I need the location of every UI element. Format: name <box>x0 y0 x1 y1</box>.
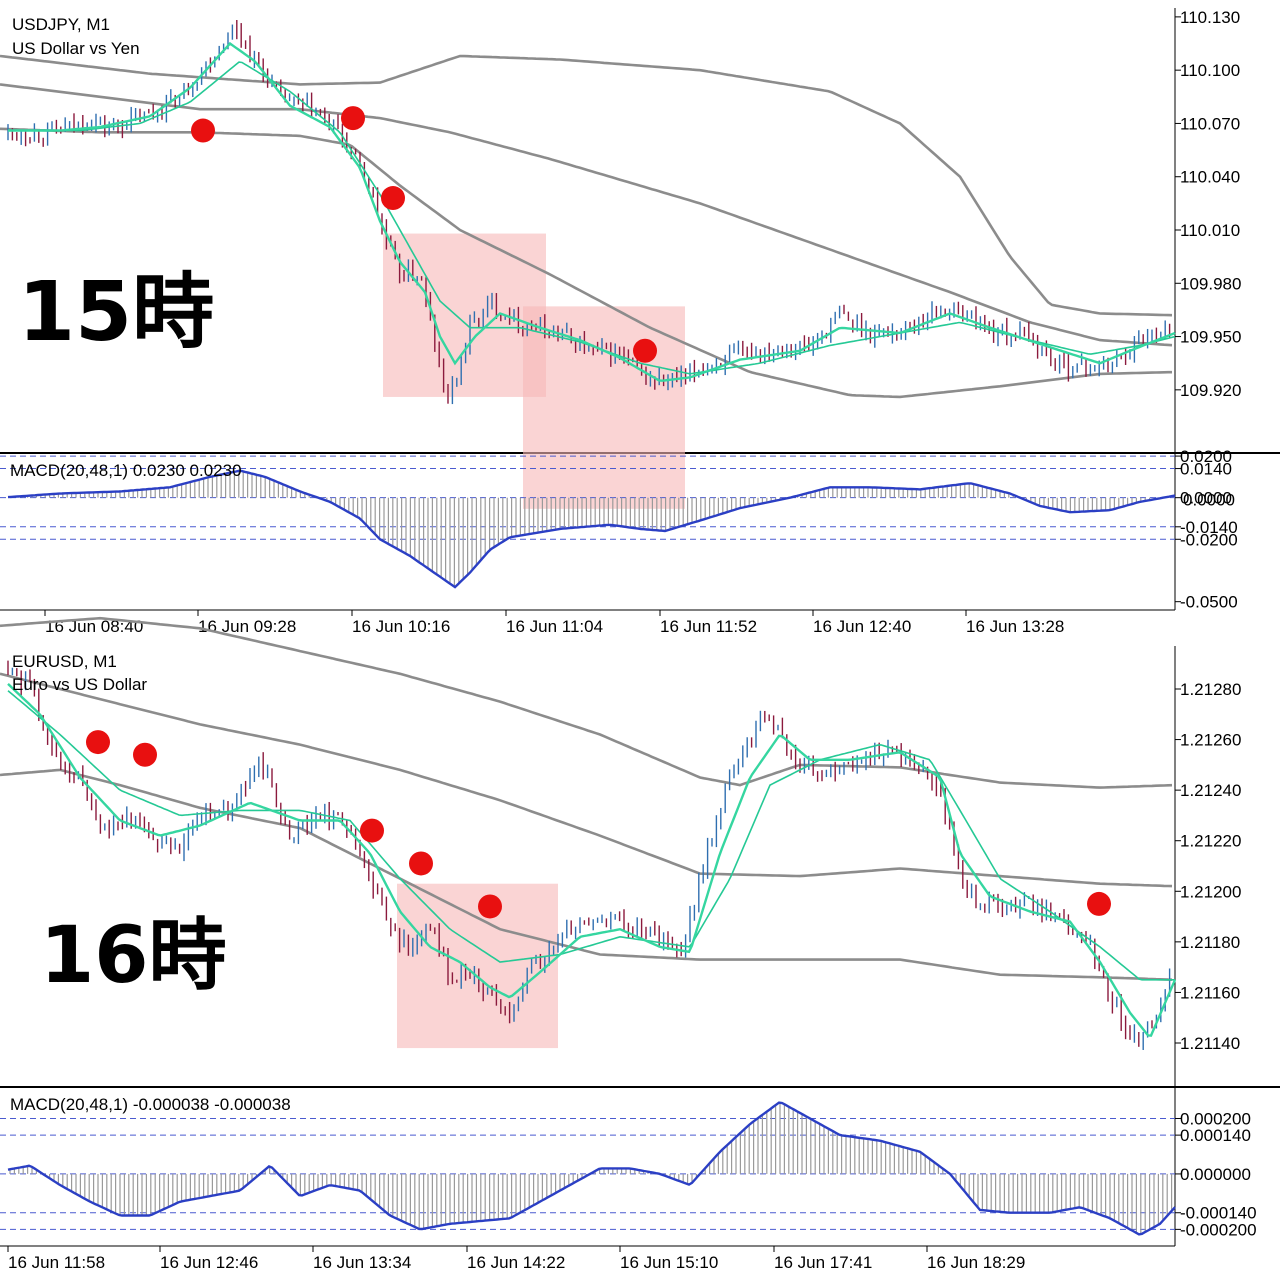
eurusd-x-tick-label: 16 Jun 18:29 <box>927 1253 1025 1272</box>
eurusd-highlight-box <box>397 883 558 1049</box>
red-dot-icon <box>381 186 405 211</box>
red-dot-icon <box>86 730 110 755</box>
eurusd-macd-y-tick-label: -0.000140 <box>1180 1204 1257 1223</box>
red-dot-icon <box>360 818 384 843</box>
usdjpy-fast-ma-line <box>8 41 1176 382</box>
eurusd-envelope-mid-line <box>0 672 1173 888</box>
red-dot-icon <box>341 106 365 131</box>
eurusd-macd-y-tick-label: -0.000200 <box>1180 1220 1257 1239</box>
usdjpy-highlight-box <box>523 306 685 509</box>
eurusd-y-tick-label: 1.21140 <box>1180 1034 1240 1053</box>
red-dot-icon <box>633 338 657 363</box>
usdjpy-panel <box>0 8 1280 616</box>
eurusd-y-tick-label: 1.21160 <box>1180 983 1240 1002</box>
eurusd-macd-y-tick-label: 0.000200 <box>1180 1109 1251 1128</box>
eurusd-x-tick-label: 16 Jun 11:58 <box>8 1253 105 1272</box>
usdjpy-macd-y-tick-label: -0.0140 <box>1180 518 1238 537</box>
usdjpy-macd-zero-tick-overlap: 0.0000 <box>1183 491 1235 510</box>
usdjpy-y-tick-label: 109.950 <box>1180 328 1241 347</box>
usdjpy-y-tick-label: 110.130 <box>1180 8 1240 27</box>
usdjpy-x-tick-label: 16 Jun 12:40 <box>813 617 911 636</box>
usdjpy-envelope-mid-line <box>0 83 1173 347</box>
eurusd-x-tick-label: 16 Jun 17:41 <box>774 1253 872 1272</box>
usdjpy-x-tick-label: 16 Jun 09:28 <box>198 617 296 636</box>
eurusd-macd-signal-line <box>7 1101 1176 1236</box>
usdjpy-x-tick-label: 16 Jun 10:16 <box>352 617 450 636</box>
eurusd-y-tick-label: 1.21200 <box>1180 882 1241 901</box>
eurusd-y-tick-label: 1.21240 <box>1180 781 1241 800</box>
red-dot-icon <box>409 851 433 876</box>
eurusd-slow-ma-line <box>7 690 1175 981</box>
eurusd-y-tick-label: 1.21280 <box>1180 680 1241 699</box>
eurusd-macd-label: MACD(20,48,1) -0.000038 -0.000038 <box>10 1095 291 1114</box>
eurusd-title: EURUSD, M1 <box>12 652 117 671</box>
usdjpy-y-tick-label: 110.040 <box>1180 168 1240 187</box>
usdjpy-x-tick-label: 16 Jun 11:52 <box>660 617 757 636</box>
red-dot-icon <box>133 742 157 767</box>
usdjpy-y-tick-label: 110.010 <box>1180 221 1240 240</box>
red-dot-icon <box>478 894 502 919</box>
eurusd-subtitle: Euro vs US Dollar <box>12 675 147 694</box>
eurusd-hour-annotation: 16時 <box>40 911 227 1001</box>
usdjpy-macd-label: MACD(20,48,1) 0.0230 0.0230 <box>10 461 242 480</box>
eurusd-y-tick-label: 1.21260 <box>1180 731 1241 750</box>
eurusd-fast-ma-line <box>7 683 1177 1037</box>
usdjpy-macd-y-tick-label: 0.0200 <box>1180 447 1232 466</box>
eurusd-panel <box>0 616 1280 1252</box>
eurusd-y-tick-label: 1.21180 <box>1180 933 1240 952</box>
usdjpy-highlight-box <box>383 233 546 397</box>
usdjpy-hour-annotation: 15時 <box>18 265 214 360</box>
usdjpy-envelope-upper-line <box>0 54 1173 317</box>
usdjpy-x-tick-label: 16 Jun 11:04 <box>506 617 603 636</box>
eurusd-x-tick-label: 16 Jun 14:22 <box>467 1253 565 1272</box>
usdjpy-macd-y-tick-label: 0.0000 <box>1180 489 1232 508</box>
usdjpy-y-tick-label: 109.920 <box>1180 381 1241 400</box>
eurusd-x-tick-label: 16 Jun 15:10 <box>620 1253 718 1272</box>
usdjpy-y-tick-label: 109.980 <box>1180 274 1241 293</box>
usdjpy-macd-y-tick-label: -0.0200 <box>1180 530 1238 549</box>
usdjpy-macd-y-tick-label: -0.0500 <box>1180 593 1238 612</box>
eurusd-envelope-upper-line <box>0 616 1173 789</box>
eurusd-x-tick-label: 16 Jun 13:34 <box>313 1253 411 1272</box>
red-dot-icon <box>1087 891 1111 916</box>
eurusd-macd-y-tick-label: 0.000000 <box>1180 1165 1251 1184</box>
usdjpy-subtitle: US Dollar vs Yen <box>12 39 140 58</box>
eurusd-envelope-lower-line <box>0 768 1173 981</box>
usdjpy-macd-y-tick-label: 0.0140 <box>1180 460 1232 479</box>
usdjpy-y-tick-label: 110.070 <box>1180 114 1240 133</box>
usdjpy-x-tick-label: 16 Jun 13:28 <box>966 617 1064 636</box>
usdjpy-macd-signal-line <box>7 469 1176 589</box>
usdjpy-title: USDJPY, M1 <box>12 15 110 34</box>
eurusd-x-tick-label: 16 Jun 12:46 <box>160 1253 258 1272</box>
red-dot-icon <box>191 118 215 143</box>
usdjpy-y-tick-label: 110.100 <box>1180 61 1240 80</box>
eurusd-y-tick-label: 1.21220 <box>1180 832 1241 851</box>
eurusd-macd-y-tick-label: 0.000140 <box>1180 1126 1251 1145</box>
